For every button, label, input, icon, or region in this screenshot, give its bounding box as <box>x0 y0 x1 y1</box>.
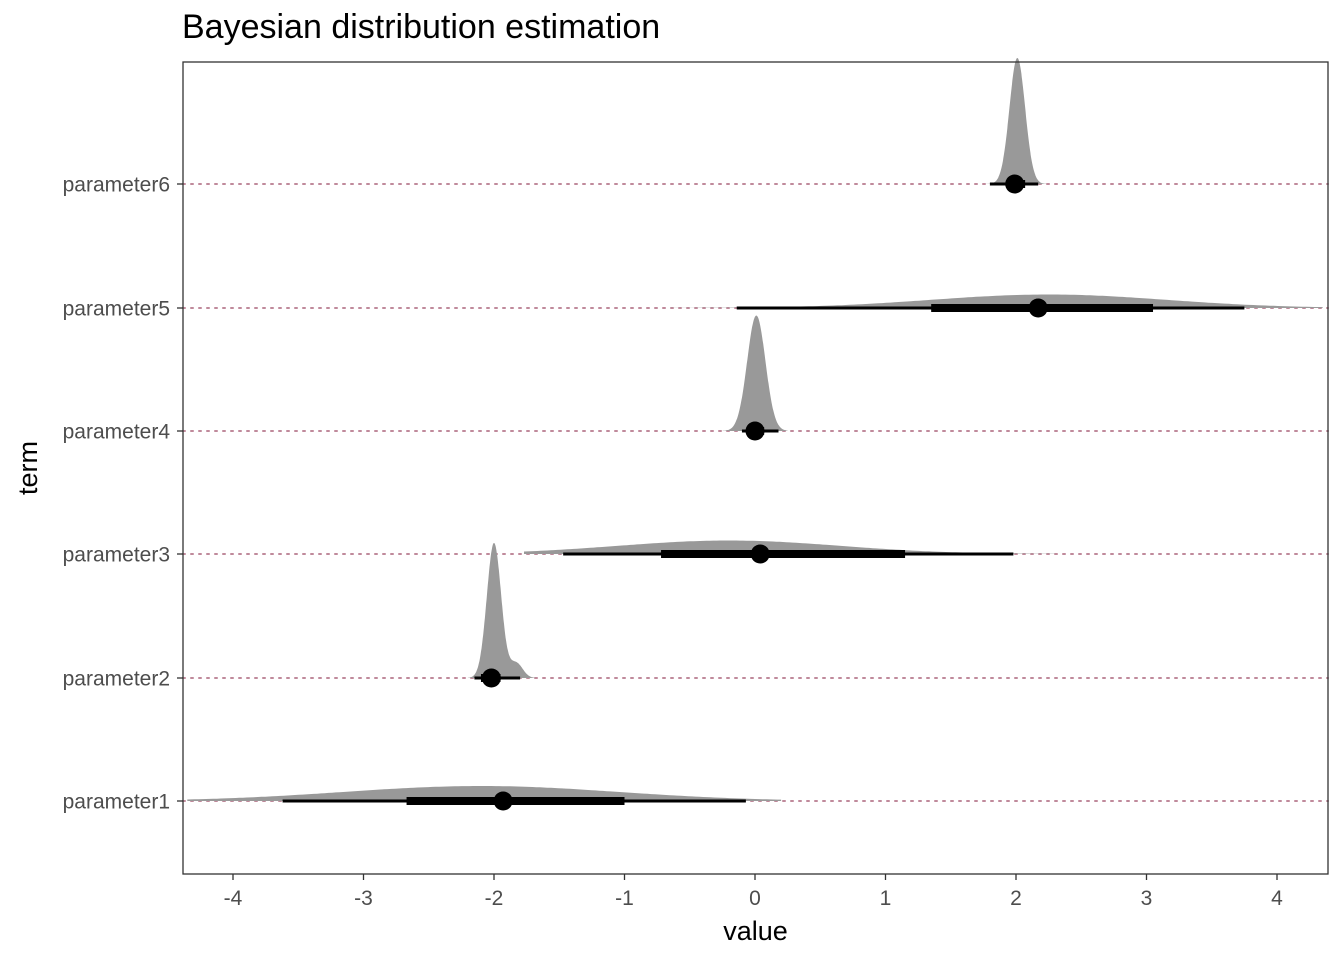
y-axis-title: term <box>13 441 43 495</box>
density-parameter3 <box>524 540 1056 554</box>
x-tick-label--4: -4 <box>224 887 243 910</box>
x-tick-label--2: -2 <box>485 887 504 910</box>
x-tick-label-1: 1 <box>880 887 892 910</box>
x-tick-label--1: -1 <box>615 887 634 910</box>
y-tick-label-parameter3: parameter3 <box>63 544 170 567</box>
x-tick-label-3: 3 <box>1141 887 1153 910</box>
y-axis: parameter1 parameter2 parameter3 parameter4… <box>63 174 183 814</box>
x-tick-label--3: -3 <box>354 887 373 910</box>
y-tick-label-parameter2: parameter2 <box>63 668 170 691</box>
x-tick-label-4: 4 <box>1271 887 1283 910</box>
density-parameter4 <box>722 315 788 431</box>
x-axis: -4 -3 -2 -1 0 1 2 3 4 <box>224 874 1283 910</box>
y-tick-label-parameter1: parameter1 <box>63 791 170 814</box>
density-parameter6 <box>983 58 1046 184</box>
x-axis-title: value <box>723 916 788 946</box>
point-parameter3 <box>750 544 770 564</box>
point-parameter6 <box>1005 174 1025 194</box>
point-parameter5 <box>1028 298 1048 318</box>
plot-panel <box>183 62 1328 874</box>
point-parameter4 <box>745 421 765 441</box>
density-parameter2 <box>467 543 536 678</box>
y-tick-label-parameter5: parameter5 <box>63 298 170 321</box>
x-tick-label-2: 2 <box>1010 887 1022 910</box>
point-parameter1 <box>493 791 513 811</box>
y-tick-label-parameter6: parameter6 <box>63 174 170 197</box>
y-tick-label-parameter4: parameter4 <box>63 421 171 444</box>
chart-title: Bayesian distribution estimation <box>182 8 661 46</box>
x-tick-label-0: 0 <box>749 887 761 910</box>
density-parameter5 <box>670 294 1323 308</box>
density-parameter1 <box>187 786 782 801</box>
point-parameter2 <box>481 668 501 688</box>
point-layer <box>481 174 1048 811</box>
density-layer <box>187 58 1323 801</box>
